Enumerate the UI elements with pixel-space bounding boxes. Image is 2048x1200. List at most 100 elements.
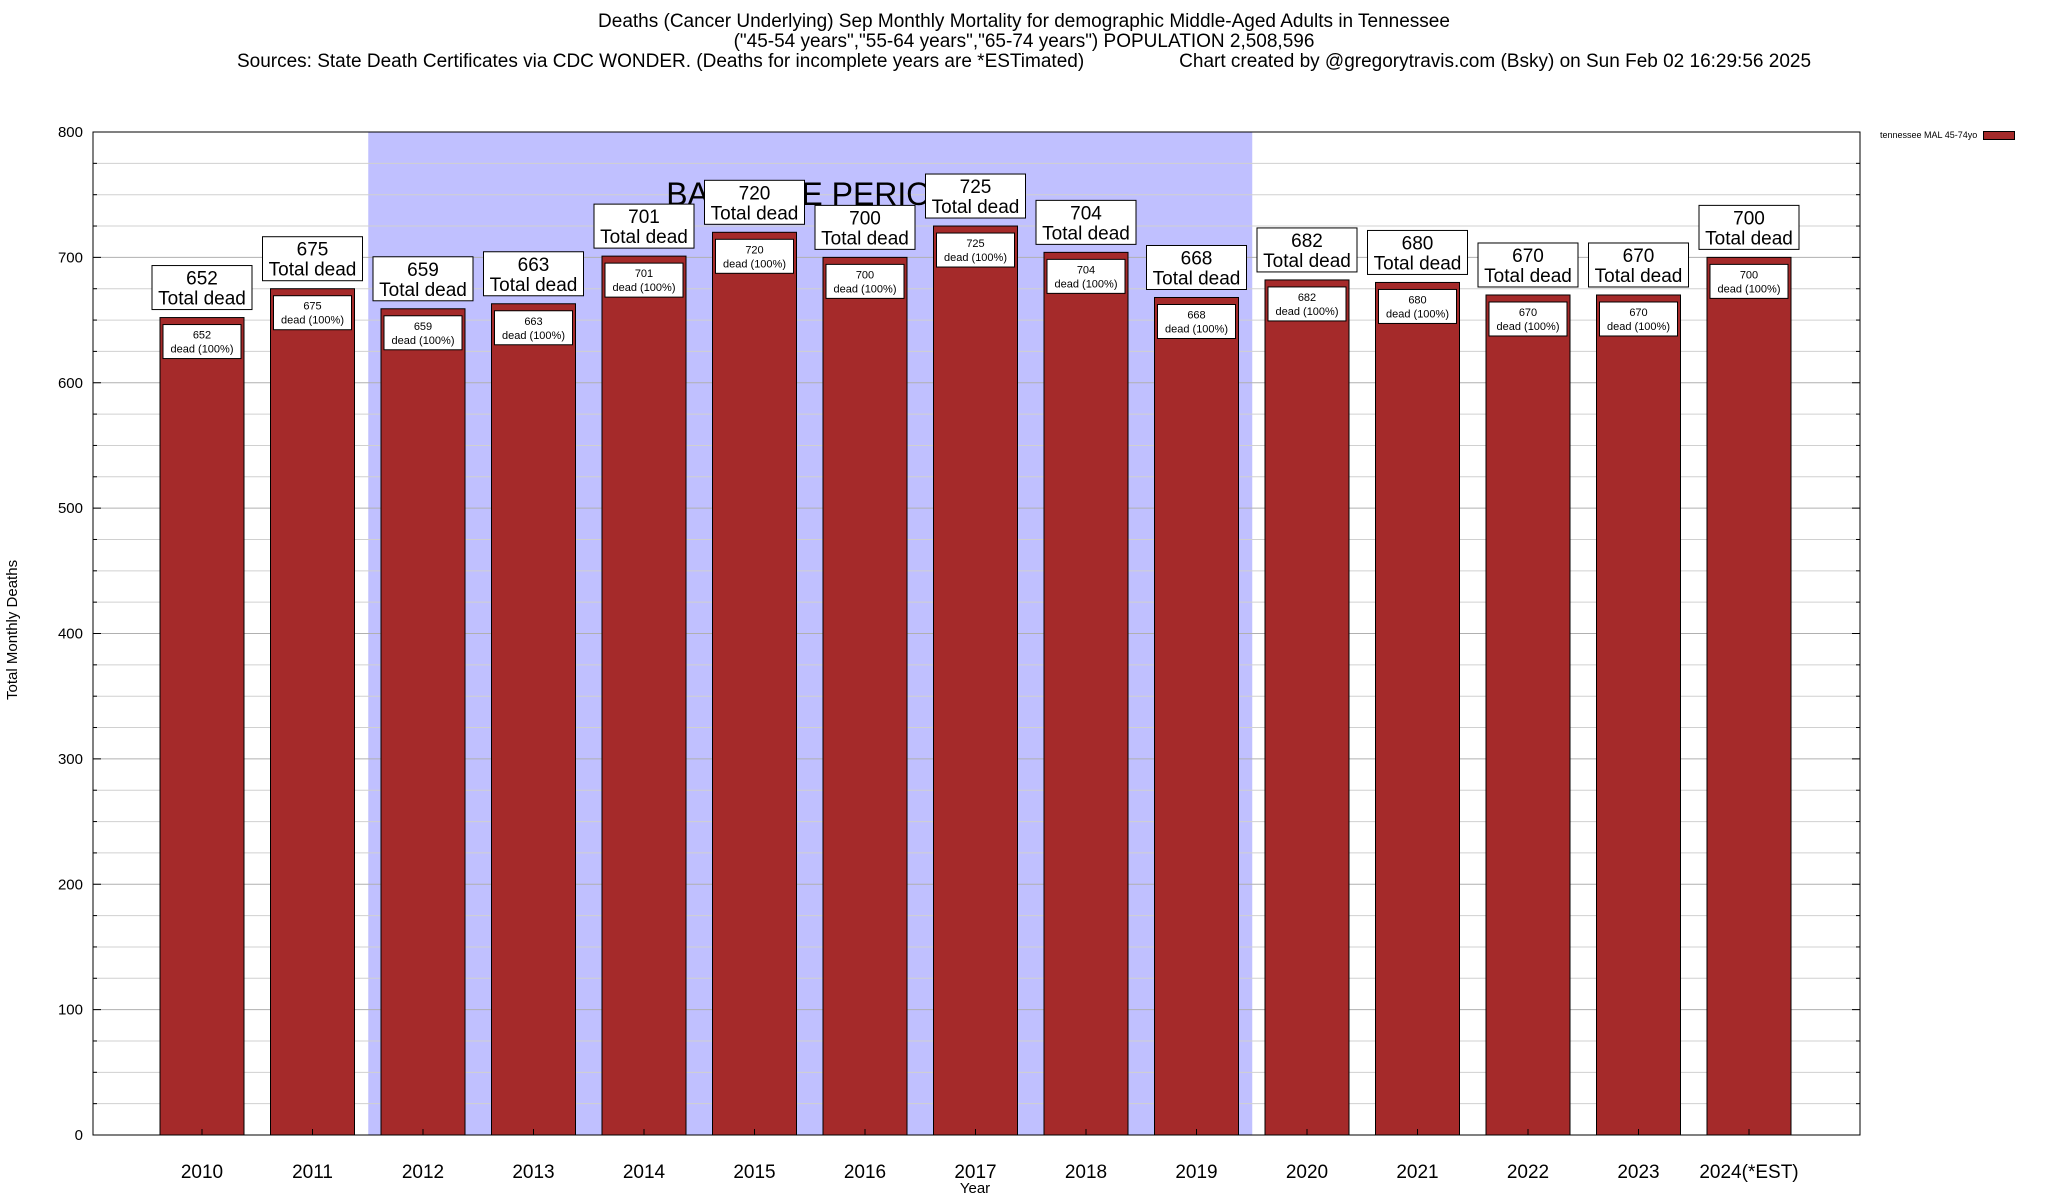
y-tick-label: 300 — [58, 751, 83, 768]
x-tick-label: 2014 — [623, 1162, 666, 1183]
top-total-label: Total dead — [1042, 223, 1130, 244]
inner-percent-label: dead (100%) — [834, 283, 897, 295]
inner-value-label: 670 — [1629, 307, 1647, 319]
top-value-label: 704 — [1070, 203, 1102, 224]
inner-percent-label: dead (100%) — [613, 282, 676, 294]
x-tick-label: 2011 — [292, 1162, 333, 1183]
inner-value-label: 704 — [1077, 264, 1095, 276]
inner-value-label: 701 — [635, 268, 653, 280]
inner-value-label: 680 — [1408, 294, 1426, 306]
top-value-label: 680 — [1402, 233, 1434, 254]
top-label-box — [925, 173, 1026, 219]
x-tick-label: 2015 — [733, 1162, 775, 1183]
inner-percent-label: dead (100%) — [1718, 283, 1781, 295]
top-value-label: 682 — [1291, 231, 1323, 252]
top-total-label: Total dead — [1374, 253, 1462, 274]
title-line-2: ("45-54 years","55-64 years","65-74 year… — [733, 31, 1315, 52]
title-line-3: Sources: State Death Certificates via CD… — [236, 51, 1812, 72]
inner-label-box — [494, 310, 573, 346]
top-total-label: Total dead — [600, 227, 688, 248]
top-value-label: 670 — [1623, 246, 1655, 267]
inner-percent-label: dead (100%) — [392, 335, 455, 347]
inner-percent-label: dead (100%) — [1386, 308, 1449, 320]
inner-label-box — [1599, 301, 1678, 337]
x-tick-label: 2020 — [1286, 1162, 1328, 1183]
inner-percent-label: dead (100%) — [1276, 306, 1339, 318]
top-label-box — [372, 256, 474, 302]
legend-swatch — [1983, 130, 2016, 140]
inner-percent-label: dead (100%) — [1497, 321, 1560, 333]
top-label-box — [814, 204, 916, 250]
top-total-label: Total dead — [1263, 251, 1351, 272]
inner-percent-label: dead (100%) — [723, 258, 786, 270]
x-tick-label: 2024(*EST) — [1699, 1162, 1798, 1183]
top-value-label: 725 — [960, 177, 992, 198]
top-label-box — [262, 236, 363, 282]
inner-value-label: 663 — [524, 316, 542, 328]
top-total-label: Total dead — [269, 260, 357, 281]
inner-value-label: 652 — [193, 330, 211, 342]
y-tick-label: 600 — [58, 375, 83, 392]
x-tick-label: 2012 — [402, 1162, 444, 1183]
y-tick-label: 200 — [58, 876, 83, 893]
top-value-label: 659 — [407, 260, 439, 281]
bar — [1706, 256, 1792, 1136]
y-tick-label: 500 — [58, 500, 83, 517]
inner-label-box — [162, 324, 242, 360]
x-axis-title: Year — [959, 1180, 991, 1197]
top-value-label: 663 — [518, 255, 550, 276]
x-tick-label: 2023 — [1617, 1162, 1659, 1183]
inner-value-label: 668 — [1187, 309, 1205, 321]
top-label-box — [704, 179, 805, 225]
inner-label-box — [1709, 263, 1789, 299]
bar — [270, 288, 355, 1136]
inner-label-box — [1267, 286, 1347, 322]
y-tick-label: 100 — [58, 1002, 83, 1019]
bar — [1043, 251, 1129, 1136]
bar — [491, 303, 576, 1136]
y-axis-title: Total Monthly Deaths — [4, 559, 21, 700]
top-value-label: 675 — [297, 240, 329, 261]
top-label-box — [1146, 244, 1247, 290]
inner-value-label: 675 — [303, 301, 321, 313]
top-total-label: Total dead — [490, 275, 578, 296]
top-label-box — [1698, 204, 1800, 250]
bar — [601, 255, 687, 1136]
bar — [1596, 294, 1681, 1136]
inner-percent-label: dead (100%) — [1607, 321, 1670, 333]
inner-percent-label: dead (100%) — [502, 330, 565, 342]
top-label-box — [593, 203, 695, 249]
x-tick-label: 2018 — [1065, 1162, 1107, 1183]
y-tick-label: 700 — [58, 249, 83, 266]
top-label-box — [1256, 227, 1358, 273]
top-value-label: 700 — [849, 208, 881, 229]
legend: tennessee MAL 45-74yo — [1880, 130, 2016, 140]
inner-label-box — [715, 238, 794, 274]
bar — [1485, 294, 1571, 1136]
top-label-box — [1477, 242, 1579, 288]
bar — [1264, 279, 1350, 1136]
bar — [1154, 296, 1239, 1136]
inner-label-box — [1378, 288, 1457, 324]
inner-value-label: 720 — [745, 244, 763, 256]
bar — [1375, 281, 1460, 1136]
x-tick-label: 2013 — [512, 1162, 554, 1183]
inner-value-label: 670 — [1519, 307, 1537, 319]
bar — [822, 256, 908, 1136]
top-total-label: Total dead — [821, 228, 909, 249]
title-line-1: Deaths (Cancer Underlying) Sep Monthly M… — [598, 11, 1450, 32]
inner-percent-label: dead (100%) — [281, 315, 344, 327]
top-value-label: 720 — [739, 183, 771, 204]
inner-percent-label: dead (100%) — [1055, 278, 1118, 290]
chart-title: Deaths (Cancer Underlying) Sep Monthly M… — [0, 12, 2048, 72]
bar — [712, 231, 797, 1136]
inner-label-box — [604, 262, 684, 298]
x-tick-label: 2021 — [1396, 1162, 1438, 1183]
top-total-label: Total dead — [1705, 228, 1793, 249]
y-tick-label: 0 — [75, 1127, 83, 1144]
inner-value-label: 659 — [414, 321, 432, 333]
y-tick-label: 800 — [58, 124, 83, 141]
top-total-label: Total dead — [379, 280, 467, 301]
inner-percent-label: dead (100%) — [944, 252, 1007, 264]
